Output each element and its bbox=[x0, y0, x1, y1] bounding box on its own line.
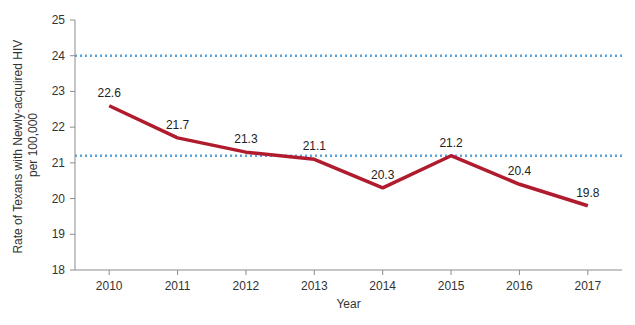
x-axis-line bbox=[75, 270, 622, 271]
data-label: 21.1 bbox=[303, 139, 327, 153]
reference-line bbox=[75, 54, 622, 57]
y-tick-label: 24 bbox=[52, 49, 66, 63]
y-tick bbox=[70, 20, 75, 21]
y-tick-label: 23 bbox=[52, 84, 66, 98]
y-tick bbox=[70, 234, 75, 235]
y-tick bbox=[70, 270, 75, 271]
x-tick-label: 2016 bbox=[506, 279, 533, 293]
x-tick-label: 2012 bbox=[233, 279, 260, 293]
x-tick bbox=[314, 270, 315, 275]
x-axis-label: Year bbox=[336, 297, 360, 311]
y-tick-label: 20 bbox=[52, 192, 66, 206]
x-tick-label: 2017 bbox=[574, 279, 601, 293]
data-label: 20.4 bbox=[508, 164, 532, 178]
x-tick bbox=[177, 270, 178, 275]
data-label: 22.6 bbox=[98, 86, 122, 100]
x-tick bbox=[245, 270, 246, 275]
y-tick bbox=[70, 91, 75, 92]
data-label: 20.3 bbox=[371, 168, 395, 182]
chart-container: 18 19 20 21 22 23 24 25 2010 2011 2012 2013 2014 2015… bbox=[0, 0, 635, 325]
y-tick-label: 18 bbox=[52, 263, 66, 277]
y-tick bbox=[70, 198, 75, 199]
data-line bbox=[109, 106, 588, 206]
y-tick bbox=[70, 162, 75, 163]
plot-area bbox=[75, 56, 622, 206]
x-tick-label: 2015 bbox=[438, 279, 465, 293]
y-tick-label: 19 bbox=[52, 227, 66, 241]
x-tick-label: 2013 bbox=[301, 279, 328, 293]
data-label: 19.8 bbox=[576, 186, 600, 200]
y-axis-label: Rate of Texans with Newly-acquired HIV p… bbox=[11, 36, 40, 253]
reference-line bbox=[75, 154, 622, 157]
data-label: 21.3 bbox=[234, 132, 258, 146]
chart-svg: 18 19 20 21 22 23 24 25 2010 2011 2012 2013 2014 2015… bbox=[0, 0, 635, 325]
y-tick bbox=[70, 55, 75, 56]
x-tick bbox=[519, 270, 520, 275]
y-tick-label: 25 bbox=[52, 13, 66, 27]
data-label: 21.7 bbox=[166, 118, 190, 132]
x-tick-label: 2010 bbox=[96, 279, 123, 293]
x-tick bbox=[109, 270, 110, 275]
y-tick-label: 22 bbox=[52, 120, 66, 134]
x-tick bbox=[587, 270, 588, 275]
x-tick-label: 2011 bbox=[165, 279, 191, 293]
x-tick bbox=[451, 270, 452, 275]
y-tick bbox=[70, 127, 75, 128]
x-tick-label: 2014 bbox=[369, 279, 396, 293]
data-label: 21.2 bbox=[439, 136, 463, 150]
x-tick bbox=[382, 270, 383, 275]
y-tick-label: 21 bbox=[52, 156, 66, 170]
y-axis-line bbox=[75, 20, 76, 270]
